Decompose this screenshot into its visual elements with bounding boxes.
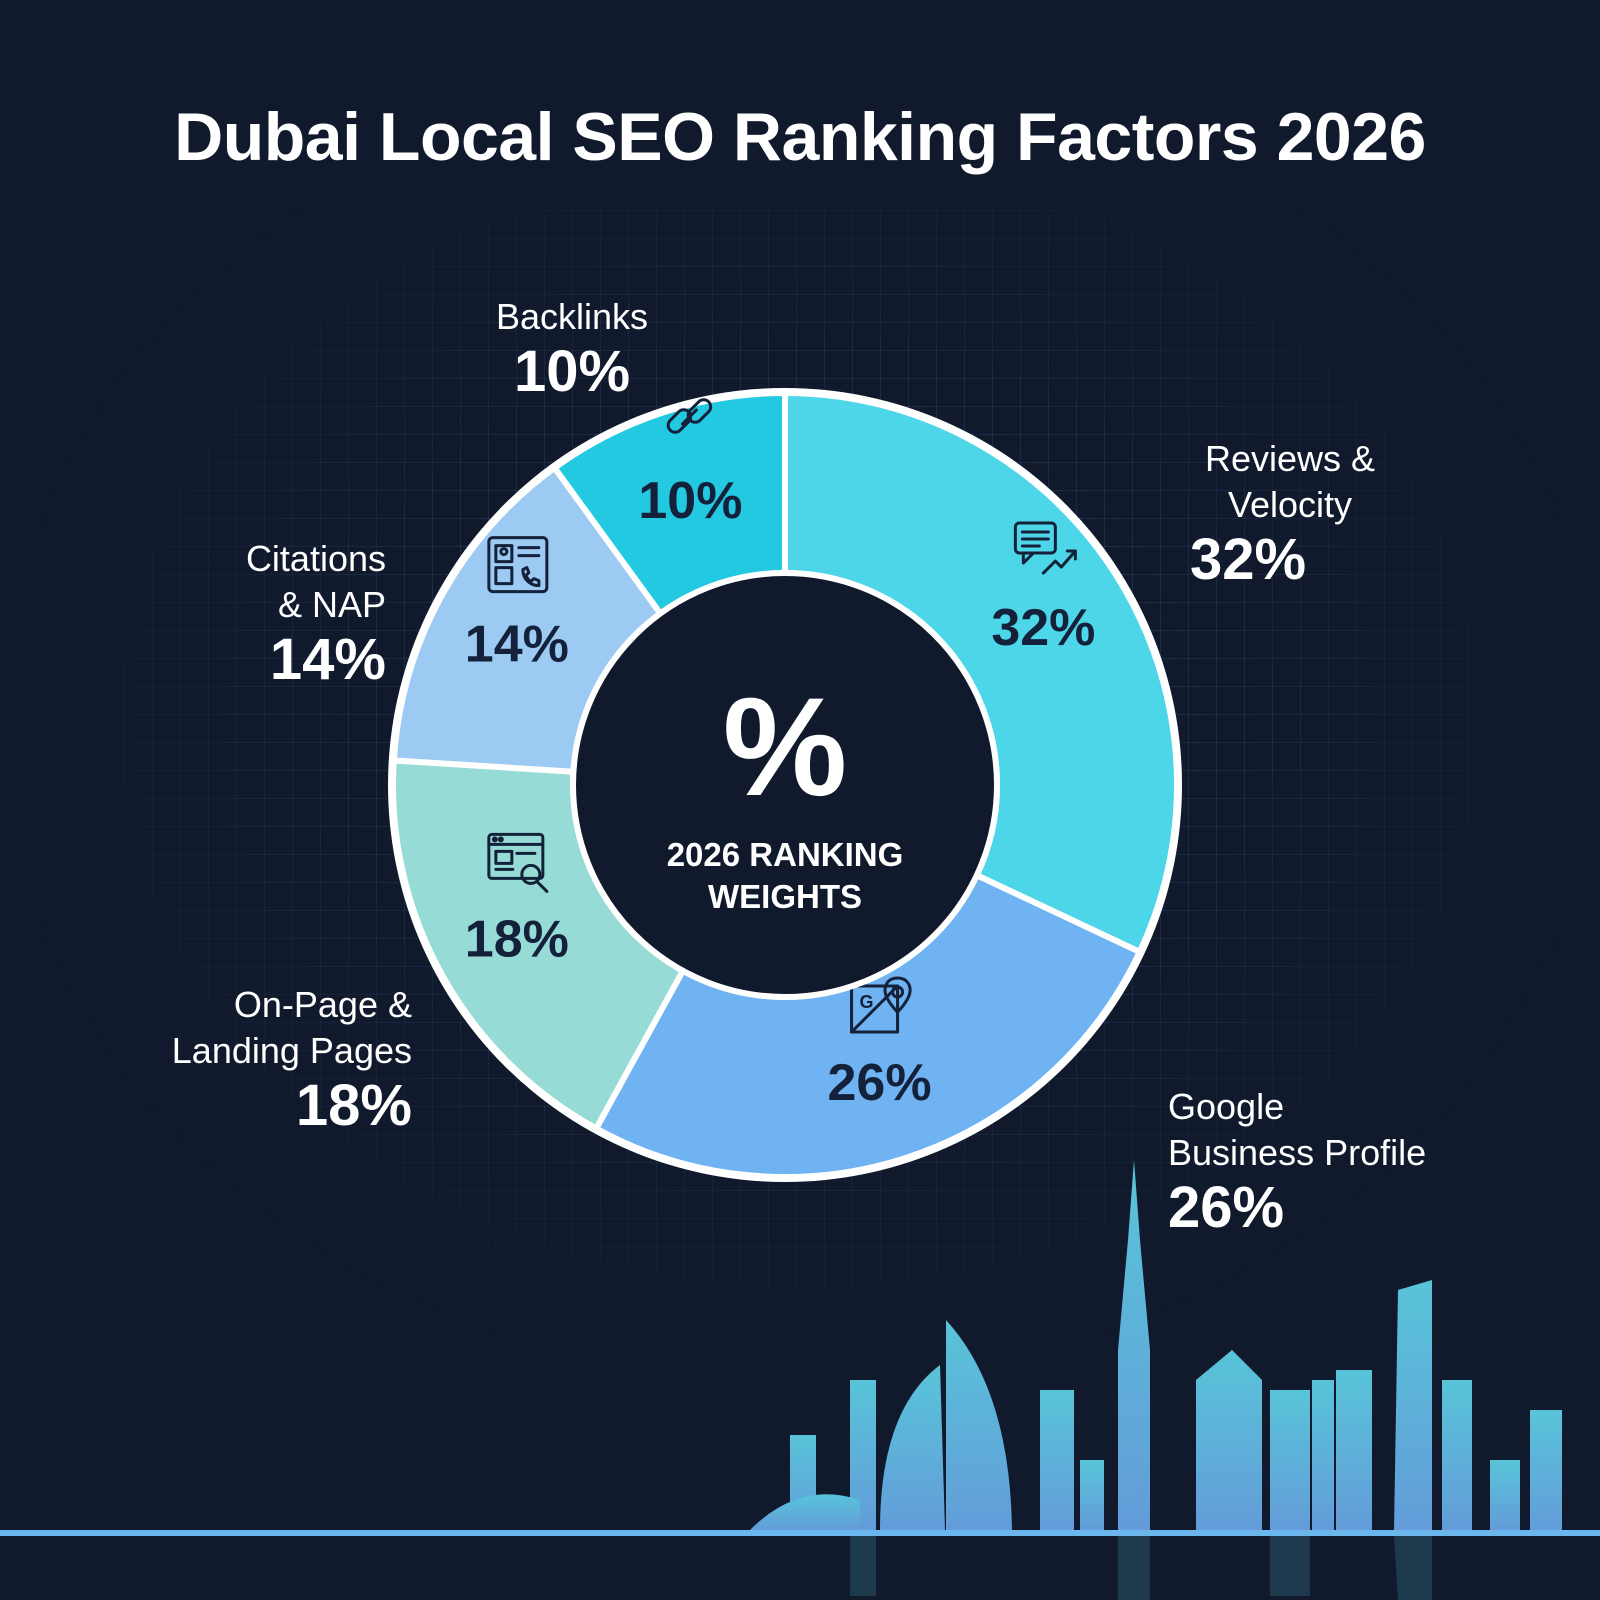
page-title: Dubai Local SEO Ranking Factors 2026 bbox=[174, 99, 1426, 175]
map-pin-icon: G bbox=[850, 976, 912, 1034]
horizon-line bbox=[0, 1530, 1600, 1536]
callout-on-page-value: 18% bbox=[295, 1073, 412, 1138]
dubai-skyline-illustration bbox=[0, 1160, 1600, 1600]
center-percent-symbol: % bbox=[723, 668, 847, 825]
callout-gbp-value: 26% bbox=[1168, 1175, 1285, 1240]
svg-text:G: G bbox=[860, 992, 874, 1012]
callout-citations-name: Citations & NAP bbox=[245, 538, 386, 625]
donut-center bbox=[570, 570, 1000, 1000]
callout-on-page-name: On-Page & Landing Pages bbox=[171, 984, 412, 1071]
slice-label-reviews-velocity: 32% bbox=[991, 599, 1095, 657]
browser-search-icon bbox=[487, 832, 549, 893]
center-caption-line-1: 2026 RANKING bbox=[667, 836, 904, 873]
slice-label-on-page-landing-pages: 18% bbox=[465, 910, 569, 968]
link-icon bbox=[666, 398, 713, 434]
callout-backlinks: Backlinks 10% bbox=[457, 294, 687, 404]
chat-growth-icon bbox=[1013, 521, 1077, 575]
callout-backlinks-name: Backlinks bbox=[495, 296, 649, 337]
slice-label-backlinks: 10% bbox=[638, 472, 742, 530]
callout-on-page: On-Page & Landing Pages 18% bbox=[100, 982, 412, 1138]
slice-label-citations-nap: 14% bbox=[465, 616, 569, 674]
contact-card-icon bbox=[487, 536, 549, 594]
callout-backlinks-value: 10% bbox=[513, 339, 631, 404]
center-caption-line-2: WEIGHTS bbox=[708, 878, 862, 915]
callout-reviews-velocity: Reviews & Velocity 32% bbox=[1190, 436, 1450, 592]
callout-gbp-name: Google Business Profile bbox=[1168, 1086, 1427, 1173]
callout-google-business-profile: Google Business Profile 26% bbox=[1168, 1084, 1528, 1240]
callout-reviews-value: 32% bbox=[1190, 527, 1307, 592]
callout-citations-nap: Citations & NAP 14% bbox=[150, 536, 386, 692]
callout-reviews-name: Reviews & Velocity bbox=[1204, 438, 1376, 525]
callout-citations-value: 14% bbox=[269, 627, 386, 692]
slice-label-google-business-profile: 26% bbox=[828, 1054, 932, 1112]
